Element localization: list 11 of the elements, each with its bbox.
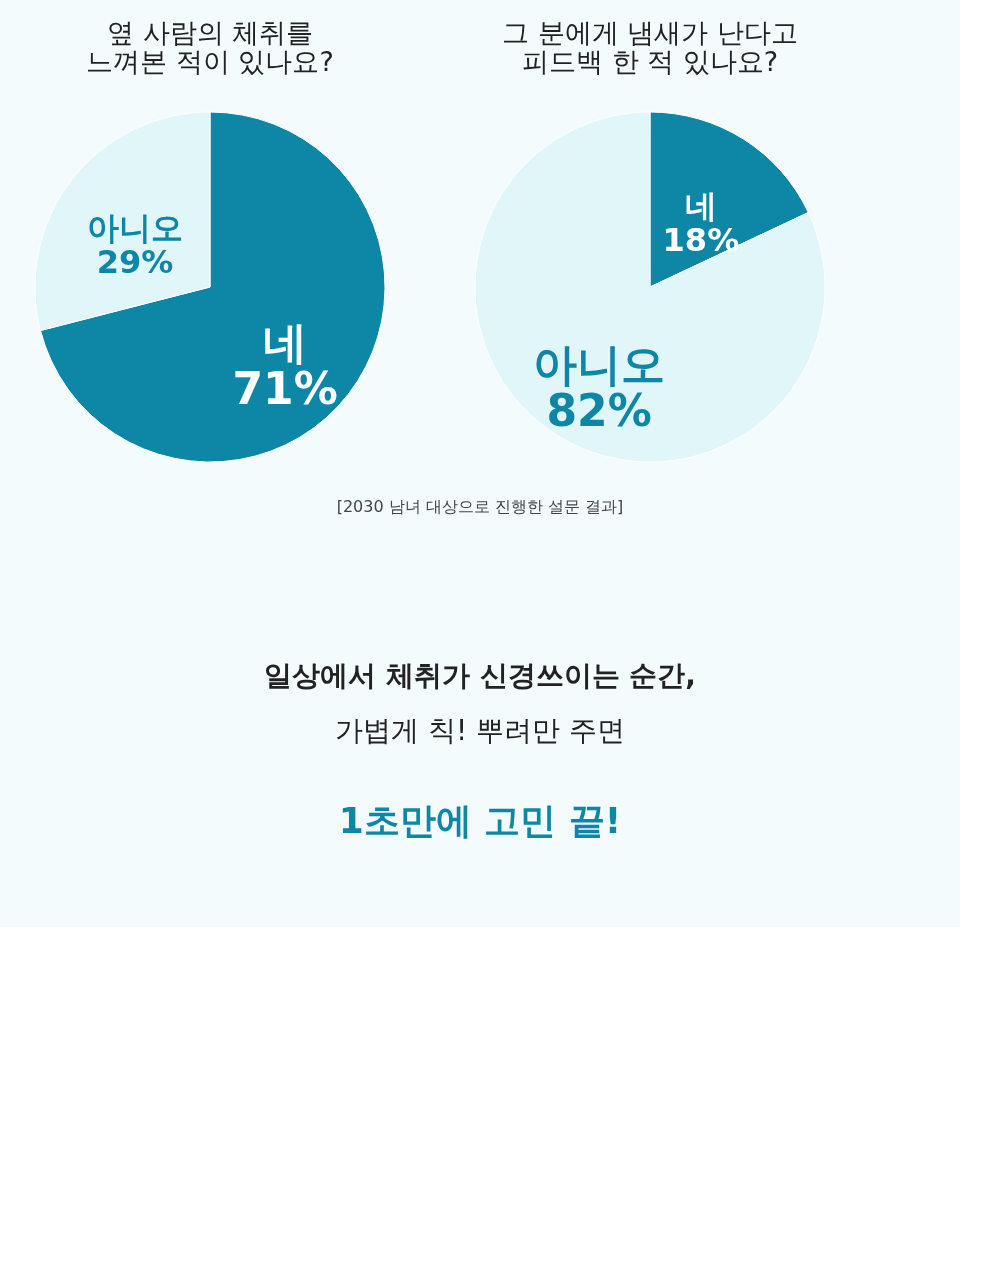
pie-slice [474,111,826,463]
slice-label: 아니오 [533,339,666,391]
slice-label: 네 [684,186,717,225]
slice-label: 네 [263,317,308,369]
slice-label: 아니오 [86,208,183,247]
text: 가볍게 칙! 뿌려만 주면 [335,714,625,747]
chart-title: 옆 사람의 체취를 느껴본 적이 있나요? [86,17,334,77]
text: [2030 남녀 대상으로 진행한 설문 결과] [336,497,624,516]
text: 1초만에 고민 끝! [338,800,622,841]
chart-title: 그 분에게 냄새가 난다고 피드백 한 적 있나요? [502,17,798,77]
text: 일상에서 체취가 신경쓰이는 순간, [264,659,696,692]
